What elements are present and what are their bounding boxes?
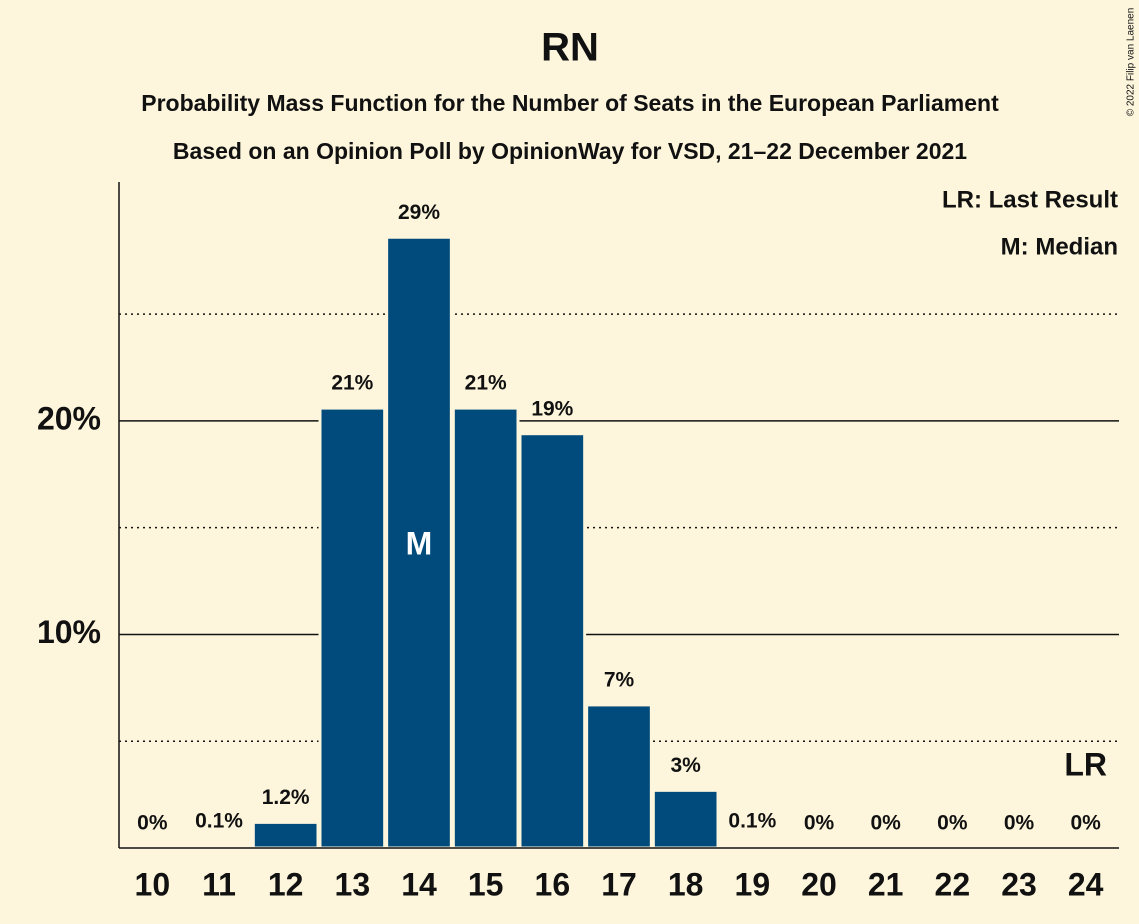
value-label: 21%	[331, 372, 373, 395]
value-label: 21%	[465, 372, 507, 395]
value-label: 7%	[604, 668, 635, 691]
legend-entry: M: Median	[1001, 233, 1118, 260]
bar	[385, 235, 453, 850]
chart-subtitle: Based on an Opinion Poll by OpinionWay f…	[173, 138, 967, 164]
bar	[651, 788, 720, 850]
annotation: LR	[1064, 746, 1107, 782]
value-label: 0%	[804, 812, 835, 835]
x-tick-label: 24	[1068, 866, 1104, 902]
x-tick-label: 20	[801, 866, 837, 902]
value-label: 19%	[531, 397, 573, 420]
x-tick-label: 15	[468, 866, 504, 902]
bar	[585, 703, 653, 850]
credit: © 2022 Filip van Laenen	[1126, 8, 1137, 117]
bar	[518, 432, 587, 850]
x-tick-label: 13	[335, 866, 371, 902]
value-label: 29%	[398, 201, 440, 224]
bar	[251, 820, 320, 850]
value-label: 1.2%	[262, 786, 310, 809]
bar	[318, 406, 387, 850]
x-tick-label: 21	[868, 866, 904, 902]
x-tick-label: 14	[401, 866, 437, 902]
x-tick-label: 19	[735, 866, 771, 902]
value-label: 0%	[1004, 812, 1035, 835]
y-tick-label: 20%	[37, 400, 101, 436]
value-label: 0%	[937, 812, 968, 835]
x-tick-label: 22	[935, 866, 971, 902]
y-tick-label: 10%	[37, 614, 101, 650]
x-tick-label: 11	[202, 866, 236, 902]
annotation: M	[406, 525, 433, 561]
chart-title: RN	[541, 26, 599, 70]
x-tick-label: 12	[268, 866, 304, 902]
legend-entry: LR: Last Result	[942, 186, 1118, 213]
x-tick-label: 18	[668, 866, 704, 902]
value-label: 0%	[1070, 812, 1101, 835]
value-label: 0.1%	[728, 809, 776, 832]
value-label: 0.1%	[195, 809, 243, 832]
value-label: 0%	[870, 812, 901, 835]
bar	[451, 406, 520, 850]
x-tick-label: 17	[601, 866, 637, 902]
value-label: 3%	[670, 754, 701, 777]
chart-subtitle: Probability Mass Function for the Number…	[141, 90, 999, 116]
x-tick-label: 10	[135, 866, 171, 902]
x-tick-label: 16	[535, 866, 571, 902]
value-label: 0%	[137, 812, 168, 835]
x-tick-label: 23	[1001, 866, 1037, 902]
